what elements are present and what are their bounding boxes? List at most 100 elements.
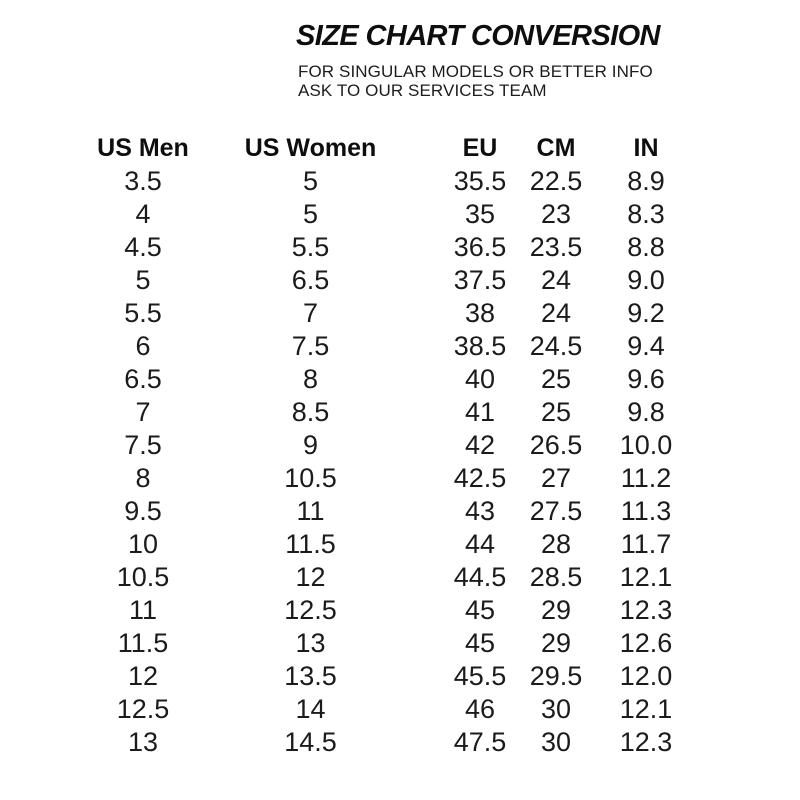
page-title: SIZE CHART CONVERSION (296, 20, 661, 52)
table-cell: 45 (464, 595, 496, 625)
table-cell: 11.3 (620, 496, 672, 526)
table-cell: 9.6 (627, 364, 665, 394)
table-cell: 24 (540, 298, 572, 328)
column-header-eu: EU (462, 134, 498, 162)
table-cell: 5.5 (124, 298, 162, 328)
table-cell: 12.5 (116, 694, 170, 724)
table-cell: 4 (135, 199, 151, 229)
table-cell: 10.5 (284, 463, 337, 493)
table-cell: 44 (464, 529, 496, 559)
table-cell: 41 (464, 397, 496, 427)
table-cell: 38 (464, 298, 496, 328)
table-cell: 9.8 (627, 397, 665, 427)
table-cell: 35 (464, 199, 496, 229)
table-cell: 8.5 (291, 397, 330, 427)
table-cell: 12 (127, 661, 159, 691)
table-cell: 12 (295, 562, 326, 592)
table-cell: 9.4 (627, 331, 665, 361)
table-cell: 12.6 (619, 628, 673, 658)
table-cell: 10.5 (116, 562, 170, 592)
table-cell: 12.5 (284, 595, 337, 625)
size-table: US Men US Women EU CM IN 3.5 5 35.5 22.5 8.9 4 5 35 2… (57, 132, 708, 759)
table-cell: 42.5 (453, 463, 507, 493)
table-cell: 24.5 (529, 331, 583, 361)
table-cell: 28 (540, 529, 572, 559)
table-cell: 23.5 (529, 232, 583, 262)
table-cell: 9.0 (627, 265, 665, 295)
table-cell: 5.5 (291, 232, 330, 262)
table-cell: 30 (540, 694, 572, 724)
table-cell: 35.5 (453, 166, 507, 196)
table-cell: 8 (302, 364, 319, 394)
table-cell: 23 (540, 199, 572, 229)
table-cell: 12.0 (619, 661, 673, 691)
table-cell: 9.5 (124, 496, 162, 526)
table-cell: 11.5 (117, 628, 169, 658)
table-cell: 46 (464, 694, 496, 724)
table-cell: 8.3 (627, 199, 665, 229)
table-cell: 45 (464, 628, 496, 658)
table-cell: 27.5 (529, 496, 583, 526)
table-cell: 24 (540, 265, 572, 295)
table-cell: 5 (302, 166, 319, 196)
table-cell: 3.5 (124, 166, 162, 196)
page-subtitle: FOR SINGULAR MODELS OR BETTER INFO ASK T… (298, 62, 653, 100)
table-cell: 25 (540, 364, 572, 394)
table-cell: 42 (464, 430, 496, 460)
table-cell: 27 (540, 463, 572, 493)
table-cell: 4.5 (124, 232, 162, 262)
table-cell: 47.5 (453, 727, 507, 757)
column-header-in: IN (633, 134, 659, 162)
subtitle-line-2: ASK TO OUR SERVICES TEAM (298, 81, 547, 100)
table-cell: 45.5 (453, 661, 507, 691)
table-cell: 29.5 (529, 661, 583, 691)
table-cell: 36.5 (453, 232, 507, 262)
table-cell: 14.5 (284, 727, 337, 757)
table-cell: 44.5 (453, 562, 507, 592)
table-cell: 22.5 (529, 166, 583, 196)
table-cell: 9.2 (627, 298, 665, 328)
table-cell: 28.5 (529, 562, 583, 592)
table-cell: 6.5 (124, 364, 162, 394)
subtitle-line-1: FOR SINGULAR MODELS OR BETTER INFO (298, 62, 653, 81)
table-cell: 5 (302, 199, 319, 229)
table-cell: 10 (127, 529, 159, 559)
table-cell: 11.7 (620, 529, 672, 559)
table-cell: 6 (135, 331, 151, 361)
table-cell: 7.5 (291, 331, 330, 361)
column-header-us-women: US Women (244, 134, 377, 162)
table-cell: 7 (302, 298, 319, 328)
table-cell: 11 (296, 496, 325, 526)
table-cell: 11 (128, 595, 158, 625)
table-cell: 38.5 (453, 331, 507, 361)
table-cell: 26.5 (529, 430, 583, 460)
table-cell: 43 (464, 496, 496, 526)
table-cell: 12.3 (619, 595, 673, 625)
table-cell: 13.5 (284, 661, 337, 691)
table-cell: 11.5 (285, 529, 336, 559)
table-cell: 12.1 (619, 694, 673, 724)
table-cell: 29 (540, 595, 572, 625)
table-cell: 30 (540, 727, 572, 757)
table-cell: 9 (302, 430, 319, 460)
table-cell: 6.5 (291, 265, 330, 295)
table-cell: 12.3 (619, 727, 673, 757)
table-cell: 11.2 (620, 463, 672, 493)
column-header-us-men: US Men (97, 134, 189, 162)
table-cell: 8 (135, 463, 151, 493)
table-cell: 37.5 (453, 265, 507, 295)
table-cell: 8.8 (627, 232, 665, 262)
table-cell: 13 (127, 727, 159, 757)
table-cell: 8.9 (627, 166, 665, 196)
table-cell: 13 (295, 628, 326, 658)
table-cell: 7 (135, 397, 151, 427)
table-cell: 14 (295, 694, 326, 724)
table-cell: 25 (540, 397, 572, 427)
table-cell: 7.5 (124, 430, 162, 460)
table-cell: 12.1 (619, 562, 673, 592)
table-cell: 29 (540, 628, 572, 658)
table-cell: 5 (135, 265, 151, 295)
table-cell: 40 (464, 364, 496, 394)
table-cell: 10.0 (619, 430, 673, 460)
